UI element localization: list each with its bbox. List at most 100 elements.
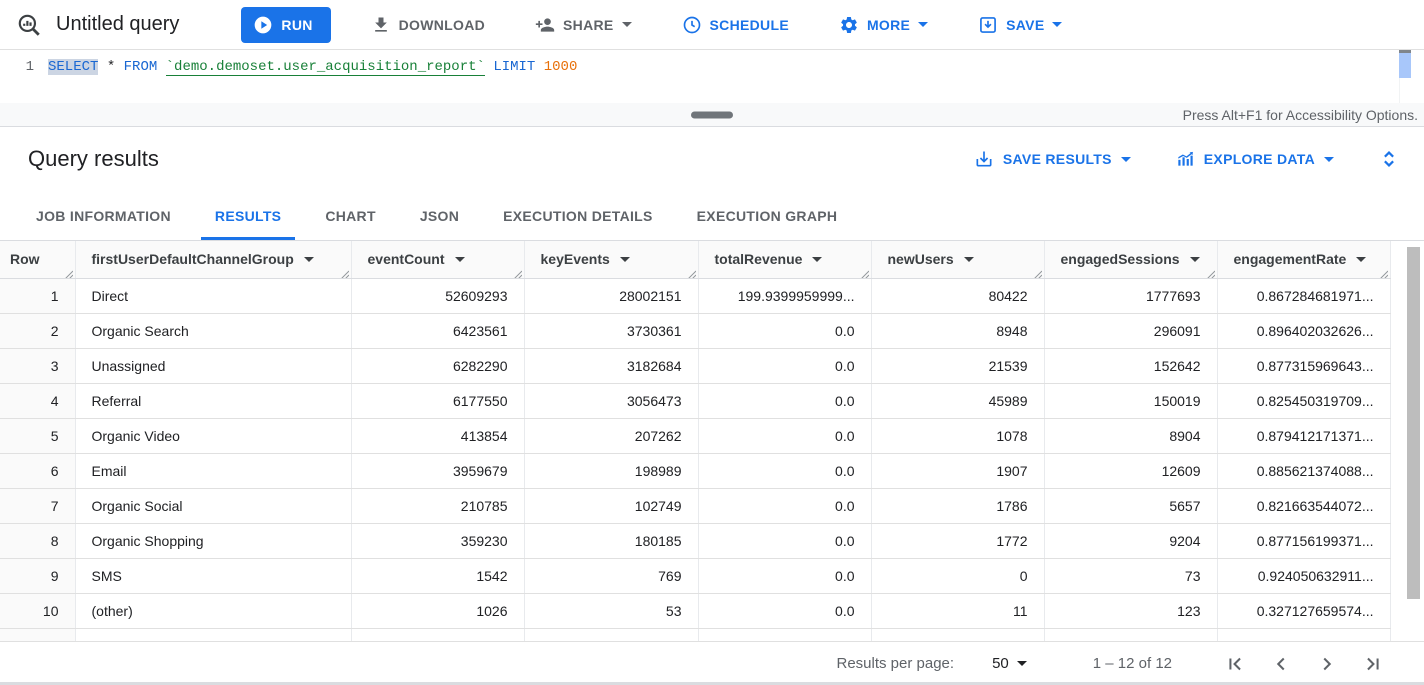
table-vertical-scrollbar[interactable] [1407, 247, 1420, 635]
column-menu-icon[interactable] [812, 256, 823, 262]
page-size-caret-icon [1016, 661, 1027, 666]
table-cell: SMS [75, 558, 352, 594]
column-header-newUsers[interactable]: newUsers [871, 241, 1045, 279]
table-cell: Direct [75, 278, 352, 314]
sql-code-line[interactable]: SELECT * FROM `demo.demoset.user_acquisi… [48, 59, 578, 76]
query-title: Untitled query [56, 13, 180, 35]
tab-results[interactable]: RESULTS [193, 191, 303, 240]
column-menu-icon[interactable] [1356, 256, 1367, 262]
column-header-engagementRate[interactable]: engagementRate [1217, 241, 1391, 279]
line-number: 1 [25, 59, 34, 75]
table-cell: 0.877156199371... [1217, 523, 1391, 559]
table-row: 5 Organic Video 413854 207262 0.0 1078 8904 0.8… [0, 418, 1391, 454]
results-table: Row firstUserDefaultChannelGroup eventCo… [0, 241, 1391, 641]
sql-from-keyword: FROM [123, 59, 158, 75]
table-cell: Organic Search [75, 313, 352, 349]
download-button[interactable]: DOWNLOAD [359, 7, 497, 43]
column-menu-icon[interactable] [454, 256, 465, 262]
run-play-icon [253, 15, 273, 35]
expand-collapse-button[interactable] [1378, 148, 1400, 170]
tab-chart[interactable]: CHART [325, 207, 376, 224]
more-button[interactable]: MORE [827, 7, 940, 43]
table-cell: 6282290 [351, 348, 525, 384]
column-menu-icon[interactable] [1189, 256, 1200, 262]
row-number-cell: 7 [0, 488, 76, 524]
column-resize-handle[interactable] [1205, 266, 1215, 277]
table-scrollbar-thumb[interactable] [1407, 247, 1420, 599]
editor-scrollbar-thumb[interactable] [1399, 53, 1411, 78]
table-cell: 3056473 [524, 383, 699, 419]
table-cell: 198989 [524, 453, 699, 489]
sql-limit-keyword: LIMIT [493, 59, 536, 75]
table-row: 7 Organic Social 210785 102749 0.0 1786 5657 0.… [0, 488, 1391, 524]
toolbar-actions: DOWNLOAD SHARE SCHEDULE MORE [359, 7, 1075, 43]
run-button[interactable]: RUN [241, 6, 331, 43]
share-button[interactable]: SHARE [523, 7, 644, 43]
sql-table-reference[interactable]: `demo.demoset.user_acquisition_report` [165, 59, 485, 76]
table-row: 4 Referral 6177550 3056473 0.0 45989 150019 0.8… [0, 383, 1391, 419]
person-add-icon [535, 15, 555, 35]
schedule-button[interactable]: SCHEDULE [670, 7, 801, 43]
row-number-cell: 1 [0, 278, 76, 314]
table-row: 6 Email 3959679 198989 0.0 1907 12609 0.8856213… [0, 453, 1391, 489]
column-resize-handle[interactable] [686, 266, 696, 277]
column-header-firstUserDefaultChannelGroup[interactable]: firstUserDefaultChannelGroup [75, 241, 352, 279]
table-cell: (other) [75, 593, 352, 629]
column-menu-icon[interactable] [303, 256, 314, 262]
tab-json[interactable]: JSON [419, 207, 460, 224]
column-header-engagedSessions[interactable]: engagedSessions [1044, 241, 1218, 279]
splitter-drag-handle[interactable] [691, 111, 733, 118]
table-cell: 3 [871, 628, 1045, 641]
results-header-actions: SAVE RESULTS EXPLORE DATA [974, 148, 1400, 170]
table-row: 8 Organic Shopping 359230 180185 0.0 1772 9204… [0, 523, 1391, 559]
row-number-cell: 9 [0, 558, 76, 594]
tab-execution-graph[interactable]: EXECUTION GRAPH [696, 207, 838, 224]
table-cell: Referral [75, 383, 352, 419]
column-menu-icon[interactable] [619, 256, 630, 262]
save-results-button[interactable]: SAVE RESULTS [974, 149, 1131, 169]
column-resize-handle[interactable] [63, 266, 73, 277]
table-cell: 73 [1044, 558, 1218, 594]
next-page-button[interactable] [1304, 646, 1350, 682]
column-resize-handle[interactable] [1032, 266, 1042, 277]
column-resize-handle[interactable] [859, 266, 869, 277]
more-dropdown-caret-icon [918, 22, 929, 27]
tab-execution-details[interactable]: EXECUTION DETAILS [503, 207, 653, 224]
sql-editor[interactable]: 1 SELECT * FROM `demo.demoset.user_acqui… [0, 50, 1424, 103]
column-header-eventCount[interactable]: eventCount [351, 241, 525, 279]
sql-select-keyword: SELECT [48, 59, 99, 75]
row-number-cell: 2 [0, 313, 76, 349]
column-header-totalRevenue[interactable]: totalRevenue [698, 241, 872, 279]
column-resize-handle[interactable] [512, 266, 522, 277]
table-header-row: Row firstUserDefaultChannelGroup eventCo… [0, 241, 1391, 279]
editor-scrollbar-cap [1399, 50, 1411, 53]
column-menu-icon[interactable] [963, 256, 974, 262]
table-cell: 3182684 [524, 348, 699, 384]
table-cell: 769 [524, 558, 699, 594]
first-page-button[interactable] [1212, 646, 1258, 682]
table-cell: Paid Social [75, 628, 352, 641]
column-resize-handle[interactable] [339, 266, 349, 277]
column-resize-handle[interactable] [1378, 266, 1388, 277]
table-cell: Email [75, 453, 352, 489]
table-cell: 3730361 [524, 313, 699, 349]
table-cell: 53 [524, 593, 699, 629]
table-cell: 0.896402032626... [1217, 313, 1391, 349]
page-size-select[interactable]: 50 [992, 655, 1027, 672]
previous-page-button[interactable] [1258, 646, 1304, 682]
pagination-range: 1 – 12 of 12 [1092, 655, 1172, 672]
table-cell: 0.0 [698, 488, 872, 524]
table-cell: 0.821663544072... [1217, 488, 1391, 524]
table-cell: 8948 [871, 313, 1045, 349]
tab-job-information[interactable]: JOB INFORMATION [36, 207, 171, 224]
editor-scrollbar[interactable] [1399, 50, 1411, 103]
clock-icon [682, 15, 702, 35]
table-cell: 0.0 [698, 593, 872, 629]
save-button[interactable]: SAVE [966, 7, 1074, 43]
explore-data-button[interactable]: EXPLORE DATA [1175, 149, 1334, 169]
unfold-icon [1378, 148, 1400, 170]
table-cell: 359230 [351, 523, 525, 559]
table-cell: 28002151 [524, 278, 699, 314]
column-header-keyEvents[interactable]: keyEvents [524, 241, 699, 279]
last-page-button[interactable] [1350, 646, 1396, 682]
